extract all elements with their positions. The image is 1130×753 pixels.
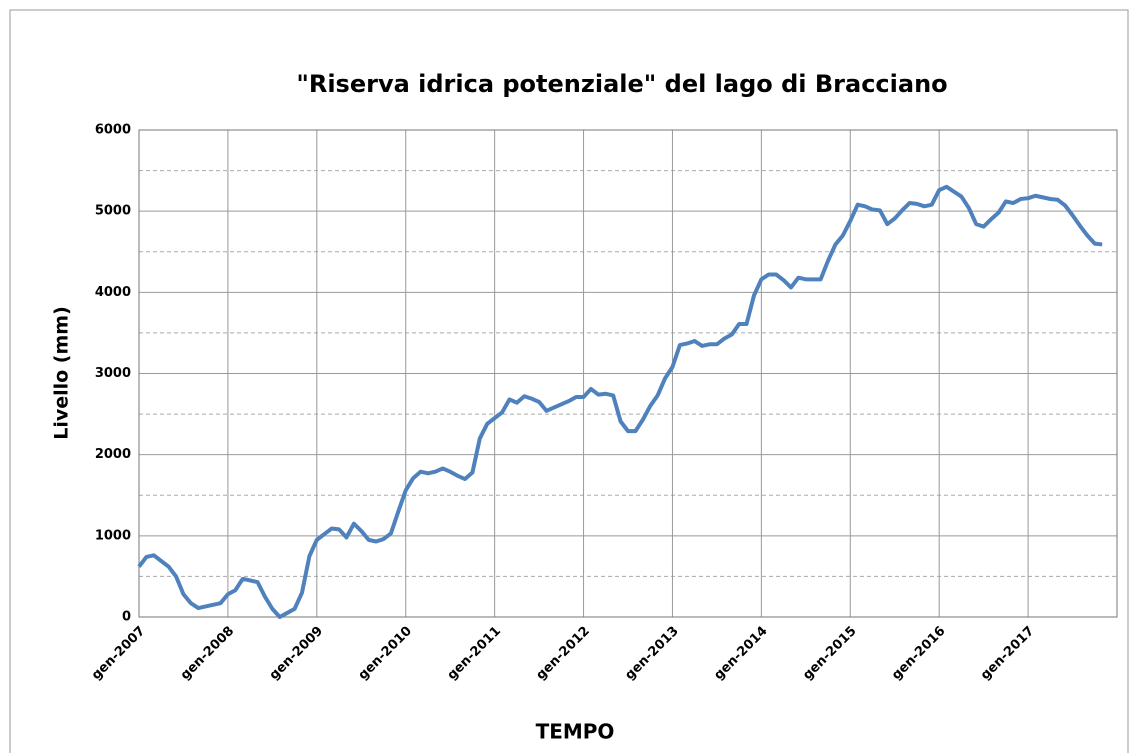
y-tick-label: 3000	[95, 366, 131, 381]
x-axis-label: TEMPO	[536, 720, 615, 744]
y-tick-label: 6000	[95, 123, 131, 138]
y-tick-label: 5000	[95, 204, 131, 219]
y-tick-label: 2000	[95, 447, 131, 462]
data-line	[137, 184, 1103, 619]
y-tick-label: 0	[122, 610, 131, 625]
chart-title: "Riserva idrica potenziale" del lago di …	[296, 70, 947, 98]
y-tick-label: 4000	[95, 285, 131, 300]
plot-area	[138, 129, 1118, 618]
chart-frame	[9, 9, 1129, 753]
y-axis-label: Livello (mm)	[51, 306, 73, 440]
y-tick-label: 1000	[95, 528, 131, 543]
